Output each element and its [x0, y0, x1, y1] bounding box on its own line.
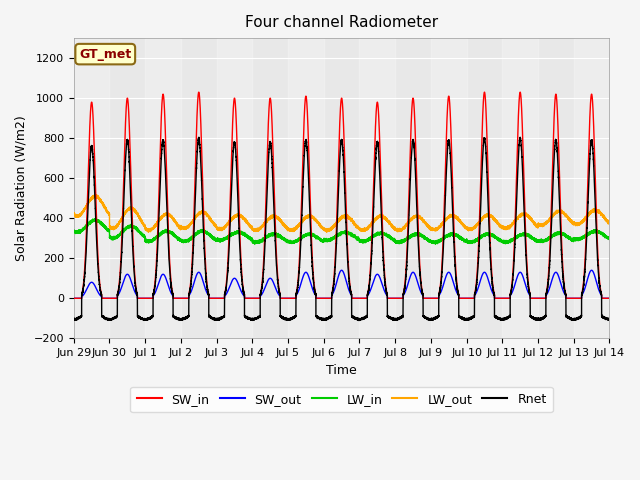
Title: Four channel Radiometer: Four channel Radiometer: [245, 15, 438, 30]
Bar: [573, 38, 609, 338]
Bar: [431, 38, 467, 338]
Bar: [216, 38, 252, 338]
Legend: SW_in, SW_out, LW_in, LW_out, Rnet: SW_in, SW_out, LW_in, LW_out, Rnet: [131, 386, 553, 412]
Bar: [288, 38, 324, 338]
Text: GT_met: GT_met: [79, 48, 131, 60]
Bar: [74, 38, 109, 338]
X-axis label: Time: Time: [326, 363, 357, 377]
Bar: [360, 38, 395, 338]
Bar: [145, 38, 181, 338]
Y-axis label: Solar Radiation (W/m2): Solar Radiation (W/m2): [15, 115, 28, 261]
Bar: [502, 38, 538, 338]
